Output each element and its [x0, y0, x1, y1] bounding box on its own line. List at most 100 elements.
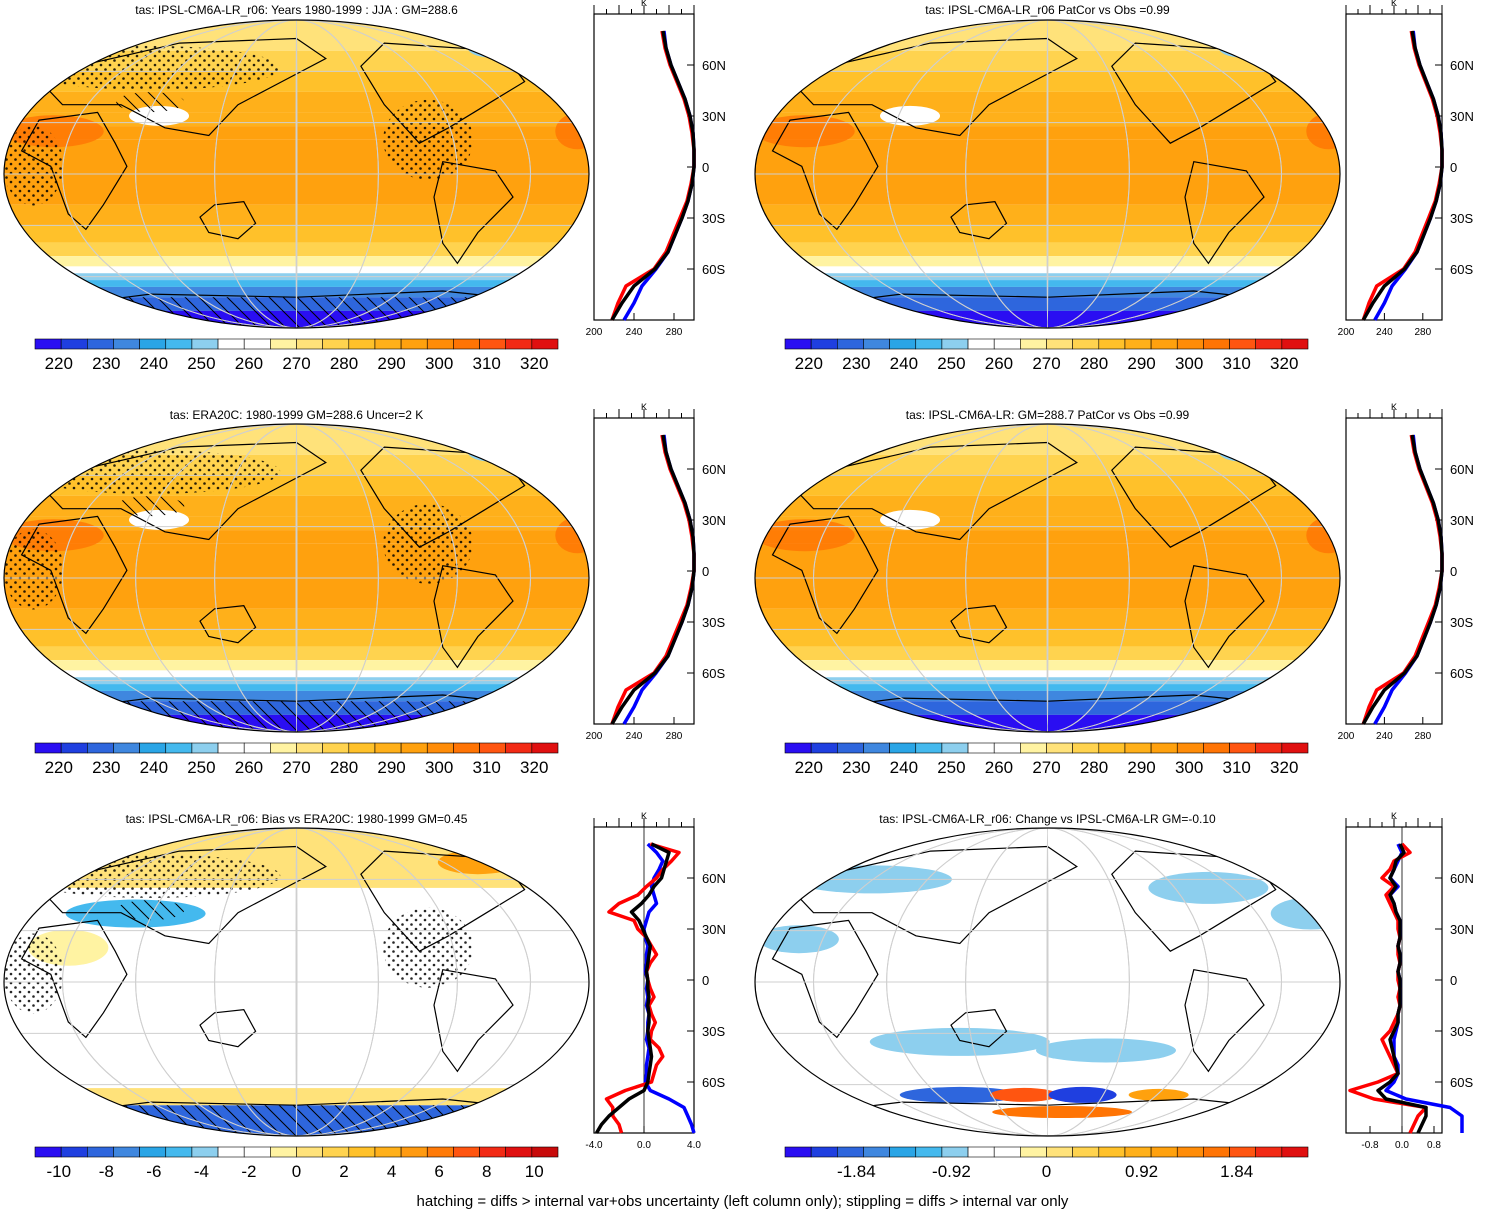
colorbar-swatch	[348, 1146, 376, 1158]
profile-x-tick-label: -4.0	[585, 1140, 603, 1151]
colorbar-tick-label: 290	[377, 354, 405, 373]
colorbar-swatch	[426, 1146, 454, 1158]
colorbar-swatch	[863, 742, 890, 754]
colorbar-tick-label: -6	[146, 1162, 161, 1181]
colorbar-swatch	[1176, 1146, 1204, 1158]
longitude-gridline	[135, 828, 458, 1136]
colorbar-tick-label: 220	[45, 354, 73, 373]
profile-x-tick-label: 200	[1338, 327, 1355, 338]
colorbar-swatch	[165, 338, 193, 350]
colorbar-swatch	[1229, 742, 1257, 754]
profile-lat-label: 60S	[1450, 1075, 1473, 1090]
longitude-gridline	[965, 20, 1130, 328]
longitude-gridline	[135, 20, 458, 328]
colorbar-tick-label: -1.84	[837, 1162, 876, 1181]
tibet-cold-spot	[880, 509, 941, 530]
colorbar-swatch	[426, 742, 454, 754]
colorbar-swatch	[191, 338, 219, 350]
south-america-coastline	[433, 161, 514, 265]
profile-lat-label: 30S	[1450, 615, 1473, 630]
longitude-gridline	[886, 20, 1209, 328]
colorbar-swatch	[453, 742, 480, 754]
colorbar-swatch	[217, 742, 245, 754]
colorbar-swatch	[34, 742, 62, 754]
colorbar-swatch	[113, 1146, 140, 1158]
colorbar-swatch	[784, 1146, 812, 1158]
colorbar-tick-label: 300	[425, 354, 453, 373]
colorbar-tick-label: 240	[890, 758, 918, 777]
colorbar-tick-label: 300	[1175, 758, 1203, 777]
colorbar-tick-label: 280	[330, 354, 358, 373]
colorbar-swatch	[322, 338, 350, 350]
colorbar-swatch	[1150, 1146, 1178, 1158]
colorbar-swatch	[1072, 742, 1100, 754]
profile-lat-label: 30S	[702, 211, 725, 226]
colorbar-tick-label: 260	[235, 354, 263, 373]
map-title: tas: IPSL-CM6A-LR_r06 PatCor vs Obs =0.9…	[925, 3, 1170, 17]
profile-frame	[1345, 13, 1443, 321]
colorbar-swatch	[1020, 338, 1047, 350]
ensemble-line	[1361, 30, 1444, 321]
colorbar-tick-label: 4	[387, 1162, 396, 1181]
profile-unit-label: K	[641, 0, 647, 8]
greenland-cold-spot	[1218, 441, 1263, 462]
colorbar-swatch	[1020, 1146, 1047, 1158]
canada-warm-bias	[437, 850, 518, 875]
colorbar-swatch	[87, 742, 114, 754]
profile-lat-label: 0	[1450, 973, 1457, 988]
colorbar-swatch	[1072, 338, 1100, 350]
stippling-region	[4, 125, 64, 206]
profile-lat-label: 60S	[702, 1075, 725, 1090]
colorbar-tick-label: 8	[482, 1162, 491, 1181]
model-line	[604, 842, 681, 1134]
profile-x-tick-label: 280	[666, 327, 683, 338]
change-cool-region	[1148, 871, 1269, 904]
colorbar-swatch	[400, 742, 428, 754]
colorbar-swatch	[1124, 338, 1152, 350]
profile-frame	[593, 13, 695, 321]
colorbar-swatch	[889, 338, 917, 350]
colorbar-tick-label: 250	[187, 758, 215, 777]
zonal-profile-1: K 200 240 280 60N 30N 0 30S 60S	[586, 0, 726, 338]
colorbar-6: -1.84 -0.92 0 0.92 1.84	[784, 1146, 1309, 1181]
colorbar-tick-label: 220	[45, 758, 73, 777]
colorbar-swatch	[1281, 338, 1309, 350]
colorbar-swatch	[453, 1146, 480, 1158]
colorbar-tick-label: 240	[890, 354, 918, 373]
australia-coastline	[199, 605, 257, 644]
longitude-gridline	[62, 20, 531, 328]
map-panel-1: tas: IPSL-CM6A-LR_r06: Years 1980-1999 :…	[3, 3, 590, 329]
longitude-gridline	[1046, 828, 1049, 1136]
profile-frame	[593, 417, 695, 725]
change-warm-region	[1128, 1088, 1189, 1101]
colorbar-swatch	[941, 742, 969, 754]
colorbar-swatch	[296, 338, 323, 350]
colorbar-swatch	[531, 742, 559, 754]
colorbar-swatch	[191, 742, 219, 754]
colorbar-tick-label: -8	[99, 1162, 114, 1181]
change-cool-region	[869, 1027, 1050, 1056]
profile-x-tick-label: 240	[1376, 731, 1393, 742]
profile-x-tick-label: 280	[666, 731, 683, 742]
greenland-coastline	[506, 835, 549, 866]
colorbar-swatch	[479, 742, 506, 754]
colorbar-swatch	[453, 338, 480, 350]
colorbar-tick-label: 260	[235, 758, 263, 777]
colorbar-tick-label: -10	[46, 1162, 71, 1181]
colorbar-swatch	[863, 1146, 890, 1158]
hatching-region	[116, 496, 185, 517]
colorbar-swatch	[531, 338, 559, 350]
longitude-gridline	[62, 828, 531, 1136]
sahara-warm-spot	[755, 115, 855, 148]
colorbar-tick-label: 290	[1127, 354, 1155, 373]
map-border	[754, 423, 1341, 733]
colorbar-tick-label: -2	[241, 1162, 256, 1181]
colorbar-tick-label: 250	[187, 354, 215, 373]
colorbar-2: 220 230 240 250 260 270 280 290 300 310 320	[784, 338, 1309, 373]
colorbar-swatch	[1281, 1146, 1309, 1158]
colorbar-swatch	[941, 338, 969, 350]
colorbar-swatch	[400, 1146, 428, 1158]
colorbar-swatch	[1046, 742, 1073, 754]
colorbar-swatch	[60, 742, 88, 754]
profile-lat-label: 60N	[1450, 58, 1474, 73]
